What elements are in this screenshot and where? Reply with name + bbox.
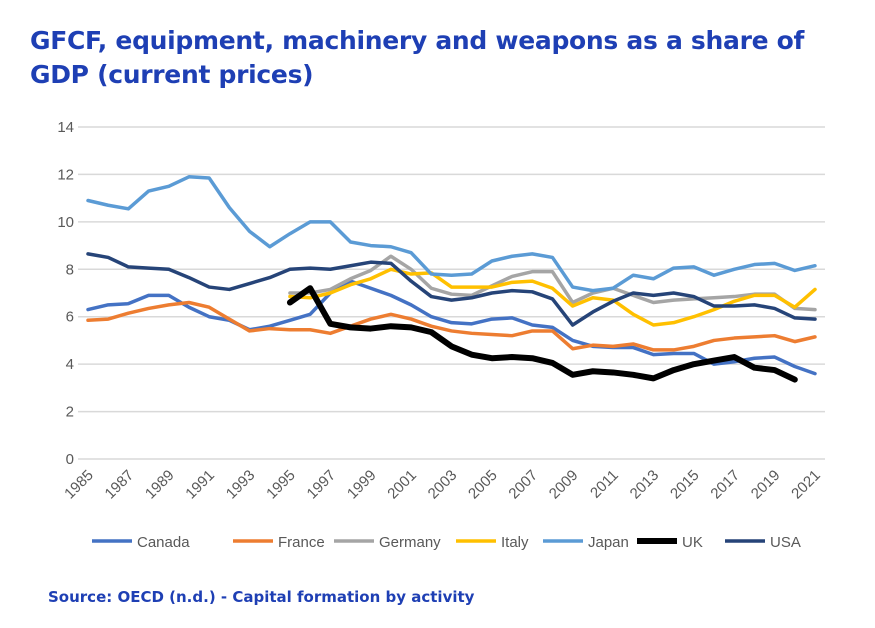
x-tick-label: 1989 [142, 467, 178, 503]
source-note: Source: OECD (n.d.) - Capital formation … [48, 588, 475, 606]
x-tick-label: 1985 [61, 467, 97, 503]
y-tick-label: 0 [66, 451, 74, 468]
x-tick-label: 2017 [707, 467, 743, 503]
x-tick-label: 2007 [505, 467, 541, 503]
series-line-italy [288, 267, 817, 327]
x-tick-label: 2011 [587, 467, 622, 502]
y-tick-label: 14 [57, 119, 74, 136]
legend-label: UK [682, 534, 703, 551]
x-tick-label: 1987 [102, 467, 138, 503]
series-line-uk [286, 285, 798, 383]
y-tick-label: 10 [57, 214, 74, 231]
legend-label: France [278, 534, 325, 551]
legend-label: Canada [137, 534, 190, 551]
legend-label: Italy [501, 534, 529, 551]
x-tick-label: 1991 [182, 467, 218, 503]
series-line-usa [86, 252, 817, 327]
chart-title: GFCF, equipment, machinery and weapons a… [30, 26, 805, 89]
series-line-germany [288, 254, 817, 312]
x-tick-label: 2009 [546, 467, 582, 503]
x-tick-label: 1999 [344, 467, 380, 503]
x-tick-label: 2001 [384, 467, 420, 503]
y-tick-label: 12 [57, 166, 74, 183]
y-tick-label: 4 [66, 356, 74, 373]
x-tick-label: 1997 [304, 467, 340, 503]
x-tick-label: 2015 [667, 467, 703, 503]
x-tick-label: 2005 [465, 467, 501, 503]
x-tick-label: 2021 [788, 467, 824, 503]
series-line-japan [86, 175, 817, 293]
series-line-france [86, 300, 817, 352]
series-line-canada [86, 279, 817, 376]
x-tick-label: 2019 [748, 467, 784, 503]
y-tick-label: 8 [66, 261, 74, 278]
x-tick-label: 2003 [425, 467, 461, 503]
y-tick-label: 6 [66, 309, 74, 326]
x-tick-label: 1995 [263, 467, 299, 503]
legend-label: USA [770, 534, 801, 551]
legend-label: Japan [588, 534, 629, 551]
x-tick-label: 1993 [223, 467, 259, 503]
legend-label: Germany [379, 534, 441, 551]
x-tick-label: 2013 [627, 467, 663, 503]
y-tick-label: 2 [66, 404, 74, 421]
